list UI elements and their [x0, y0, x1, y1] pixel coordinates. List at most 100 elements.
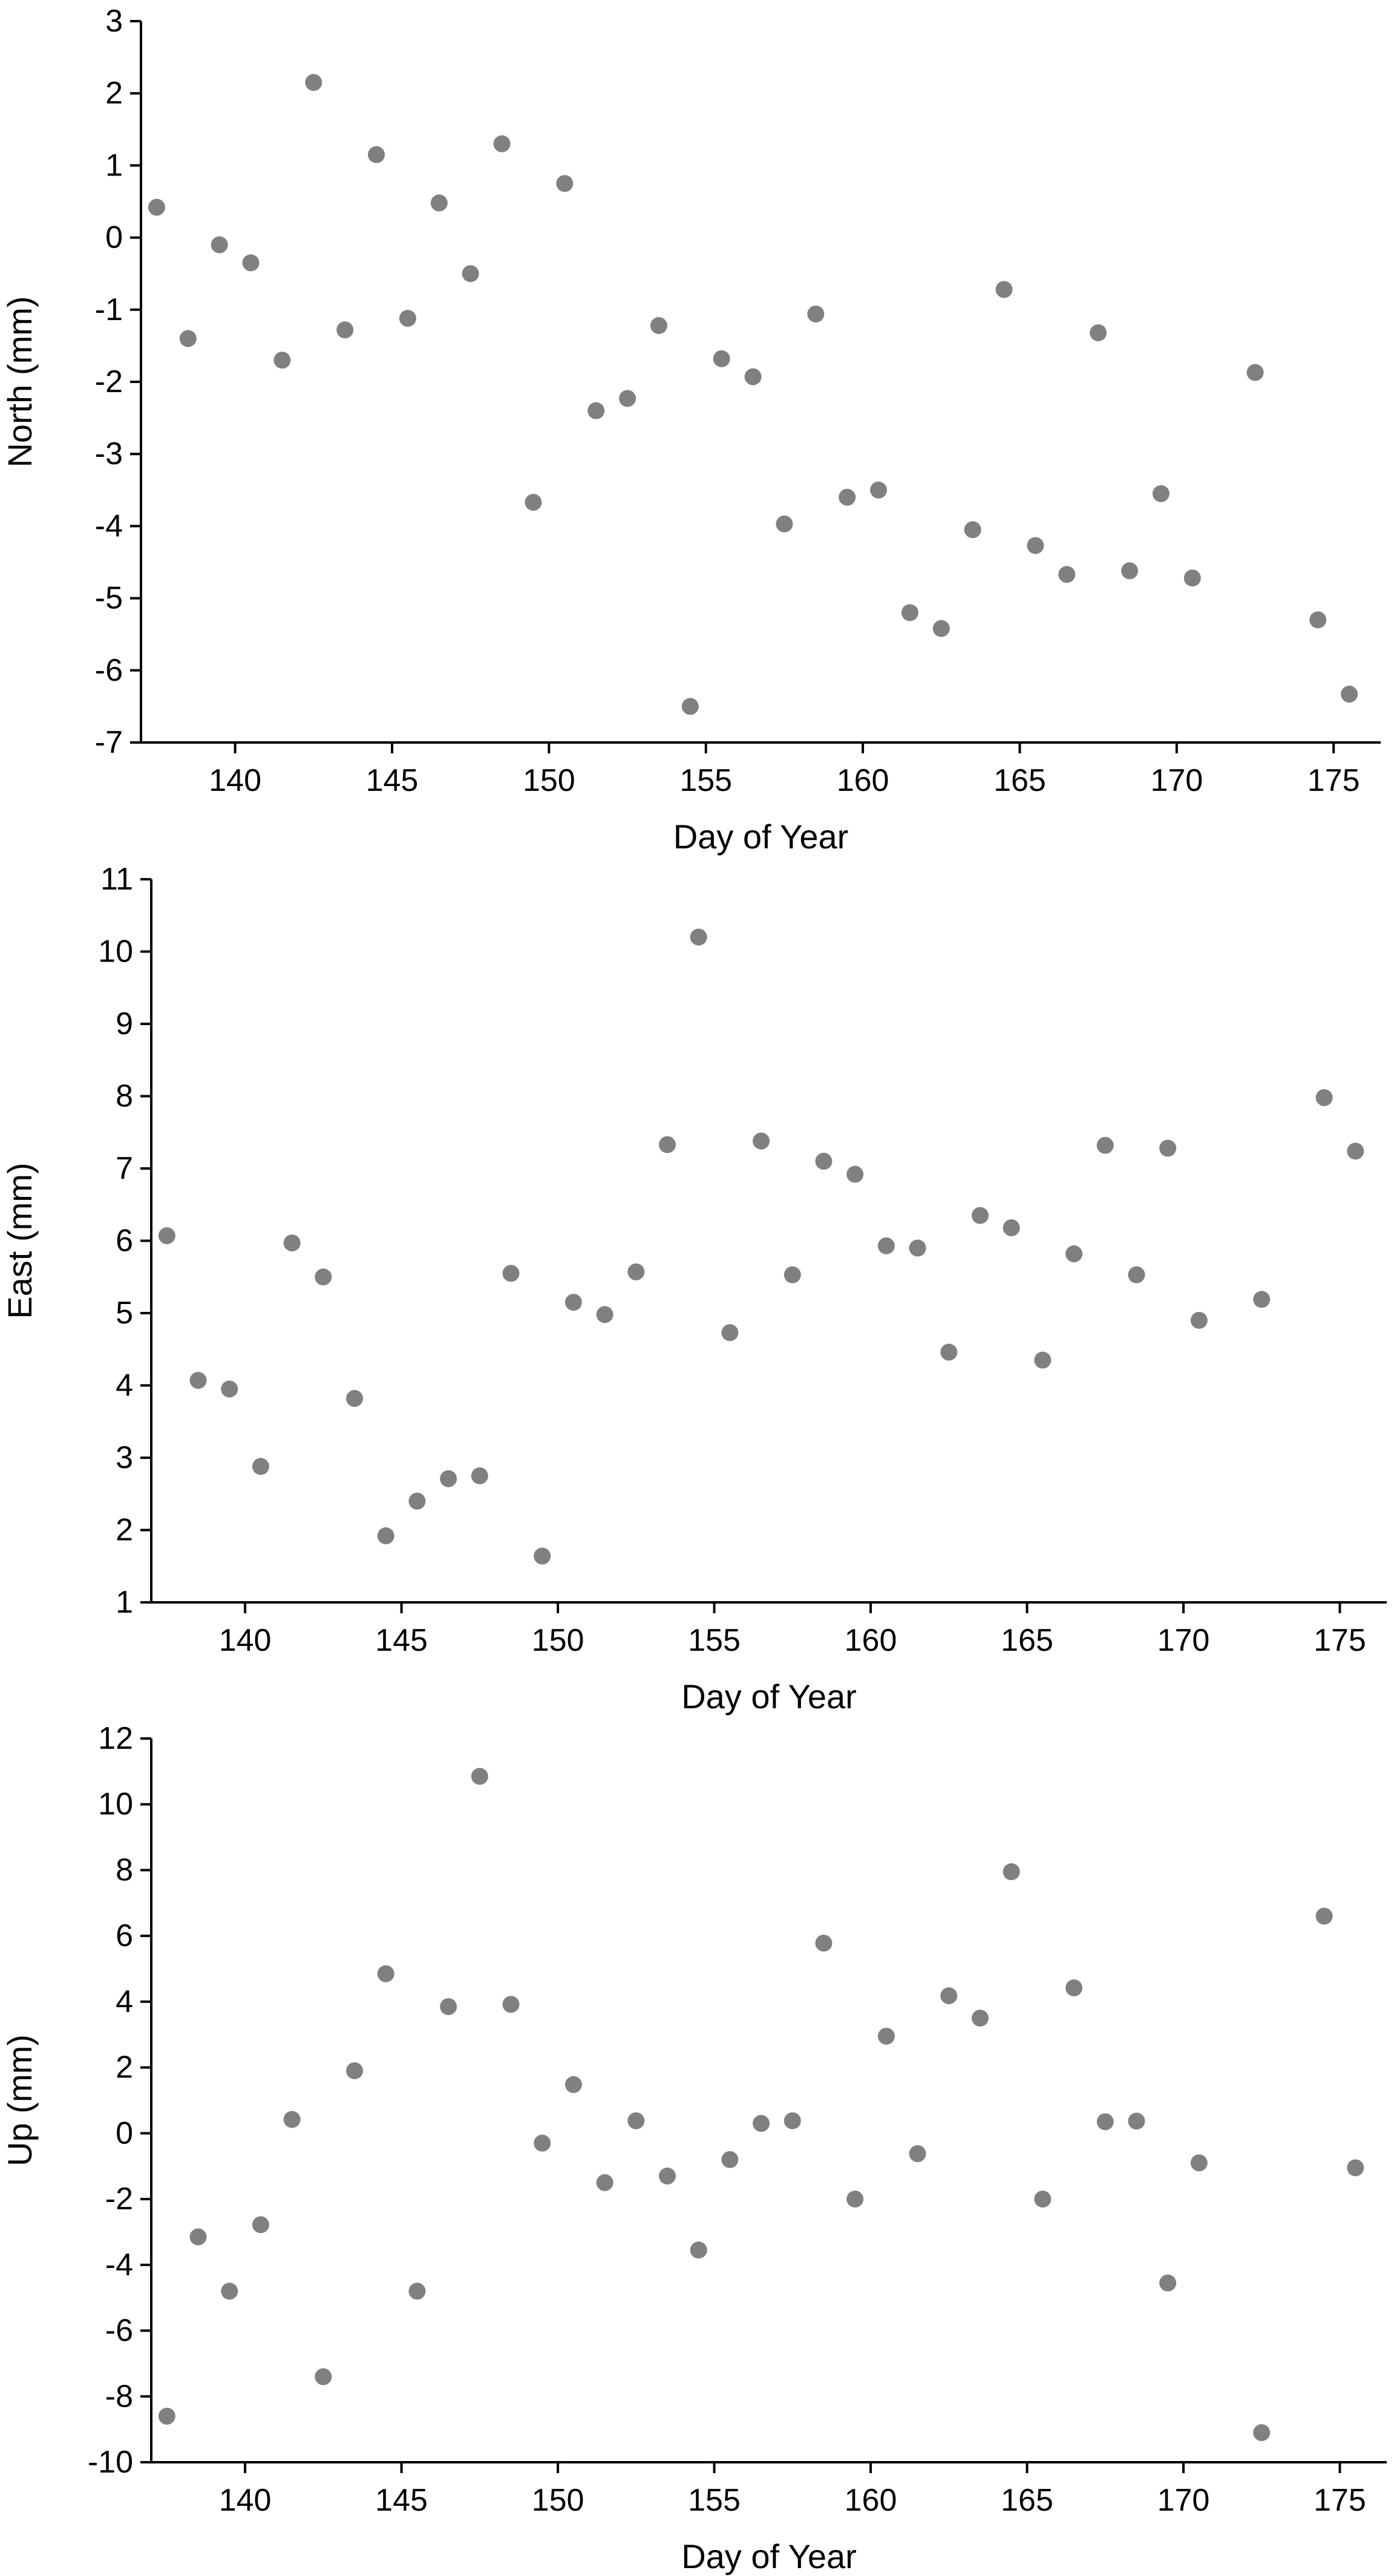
y-tick-label: 4	[116, 1984, 133, 2019]
data-point	[1121, 562, 1139, 580]
data-point	[556, 175, 574, 192]
data-point	[252, 1458, 269, 1475]
data-point	[502, 1996, 520, 2013]
y-tick-label: -10	[88, 2445, 133, 2480]
data-point	[242, 254, 260, 272]
data-point	[179, 330, 197, 347]
data-point	[1027, 537, 1044, 554]
y-tick-label: -2	[105, 2181, 133, 2217]
data-point	[462, 265, 479, 283]
y-tick-label: 3	[116, 1440, 133, 1475]
data-point	[1034, 2191, 1052, 2208]
data-point	[1315, 1907, 1333, 1925]
y-tick-label: 6	[116, 1224, 133, 1259]
x-tick-label: 160	[845, 2483, 897, 2518]
data-point	[815, 1935, 833, 1952]
data-point	[1253, 2424, 1271, 2442]
data-point	[1096, 2113, 1114, 2131]
data-point	[221, 1380, 238, 1398]
data-point	[619, 390, 636, 407]
data-point	[1065, 1979, 1083, 1997]
data-point	[211, 236, 228, 254]
x-axis-title: Day of Year	[681, 1677, 857, 1716]
panel-up: -10 -8 -6 -4 -2 0 2 4 6 8 10 12 140 145 150 155 160 165 17…	[1, 1721, 1387, 2575]
y-tick-label: -3	[95, 436, 123, 471]
y-tick-label: 1	[105, 148, 123, 183]
data-point	[1253, 1291, 1271, 1308]
data-point	[283, 2111, 301, 2128]
y-tick-label: 5	[116, 1296, 133, 1331]
y-tick-label: 1	[116, 1585, 133, 1620]
data-point	[901, 604, 918, 621]
data-point	[336, 321, 354, 339]
data-point	[776, 515, 793, 533]
data-point	[315, 1268, 332, 1286]
data-point	[534, 1547, 551, 1565]
data-point	[596, 2174, 614, 2191]
y-tick-label: -1	[95, 292, 123, 327]
data-point	[1159, 1139, 1177, 1157]
data-point	[305, 74, 322, 91]
data-point	[189, 2228, 207, 2246]
x-axis-title: Day of Year	[681, 2537, 857, 2575]
data-point	[1159, 2274, 1177, 2292]
data-point	[658, 2168, 676, 2185]
x-tick-label: 145	[375, 1623, 428, 1658]
data-point	[877, 2027, 895, 2045]
data-point	[346, 2062, 364, 2080]
y-tick-label: 11	[100, 862, 133, 897]
y-tick-label: 0	[105, 220, 123, 255]
data-point	[1347, 1142, 1364, 1160]
x-tick-label: 150	[523, 763, 575, 798]
y-axis-title: Up (mm)	[1, 2034, 39, 2166]
y-tick-label: -7	[95, 725, 123, 760]
y-tick-label: 2	[116, 1513, 133, 1548]
data-point	[627, 1263, 645, 1280]
data-point	[283, 1234, 301, 1252]
data-point	[189, 1372, 207, 1389]
data-point	[753, 1132, 770, 1150]
data-point	[753, 2115, 770, 2132]
data-point	[1128, 1266, 1145, 1283]
x-tick-label: 175	[1307, 763, 1360, 798]
data-point	[690, 928, 707, 946]
y-tick-label: 8	[116, 1852, 133, 1887]
x-tick-label: 155	[688, 2483, 741, 2518]
y-tick-label: -5	[95, 581, 123, 616]
data-point	[870, 481, 888, 499]
data-point	[493, 135, 511, 152]
data-point	[564, 2076, 582, 2093]
panel-east: 1 2 3 4 5 6 7 8 9 10 11 140 145 150 155 160 165 170 175 Day…	[1, 862, 1387, 1716]
data-point	[377, 1965, 394, 1982]
y-tick-label: -6	[105, 2313, 133, 2348]
data-point	[1190, 2154, 1208, 2172]
x-tick-label: 165	[1001, 1623, 1053, 1658]
data-point	[1183, 569, 1201, 587]
data-point	[440, 1470, 457, 1487]
y-tick-label: -6	[95, 653, 123, 688]
x-tick-label: 175	[1314, 1623, 1366, 1658]
y-tick-label: -2	[95, 364, 123, 399]
x-tick-label: 140	[219, 2483, 272, 2518]
x-tick-label: 160	[845, 1623, 897, 1658]
data-point	[273, 352, 291, 369]
data-point	[1034, 1351, 1052, 1369]
x-tick-label: 140	[219, 1623, 272, 1658]
data-point	[440, 1998, 457, 2016]
data-point	[1190, 1311, 1208, 1329]
data-point	[430, 194, 448, 212]
x-tick-label: 155	[688, 1623, 741, 1658]
data-point	[846, 2191, 864, 2208]
data-point	[408, 2283, 426, 2300]
data-point	[807, 305, 825, 323]
y-tick-label: -4	[105, 2247, 133, 2283]
x-tick-label: 170	[1150, 763, 1203, 798]
x-tick-label: 145	[366, 763, 419, 798]
data-point	[784, 1266, 801, 1283]
x-tick-label: 150	[532, 2483, 584, 2518]
data-point	[502, 1265, 520, 1282]
data-point	[658, 1136, 676, 1153]
x-tick-label: 165	[993, 763, 1046, 798]
data-point	[909, 1239, 926, 1257]
